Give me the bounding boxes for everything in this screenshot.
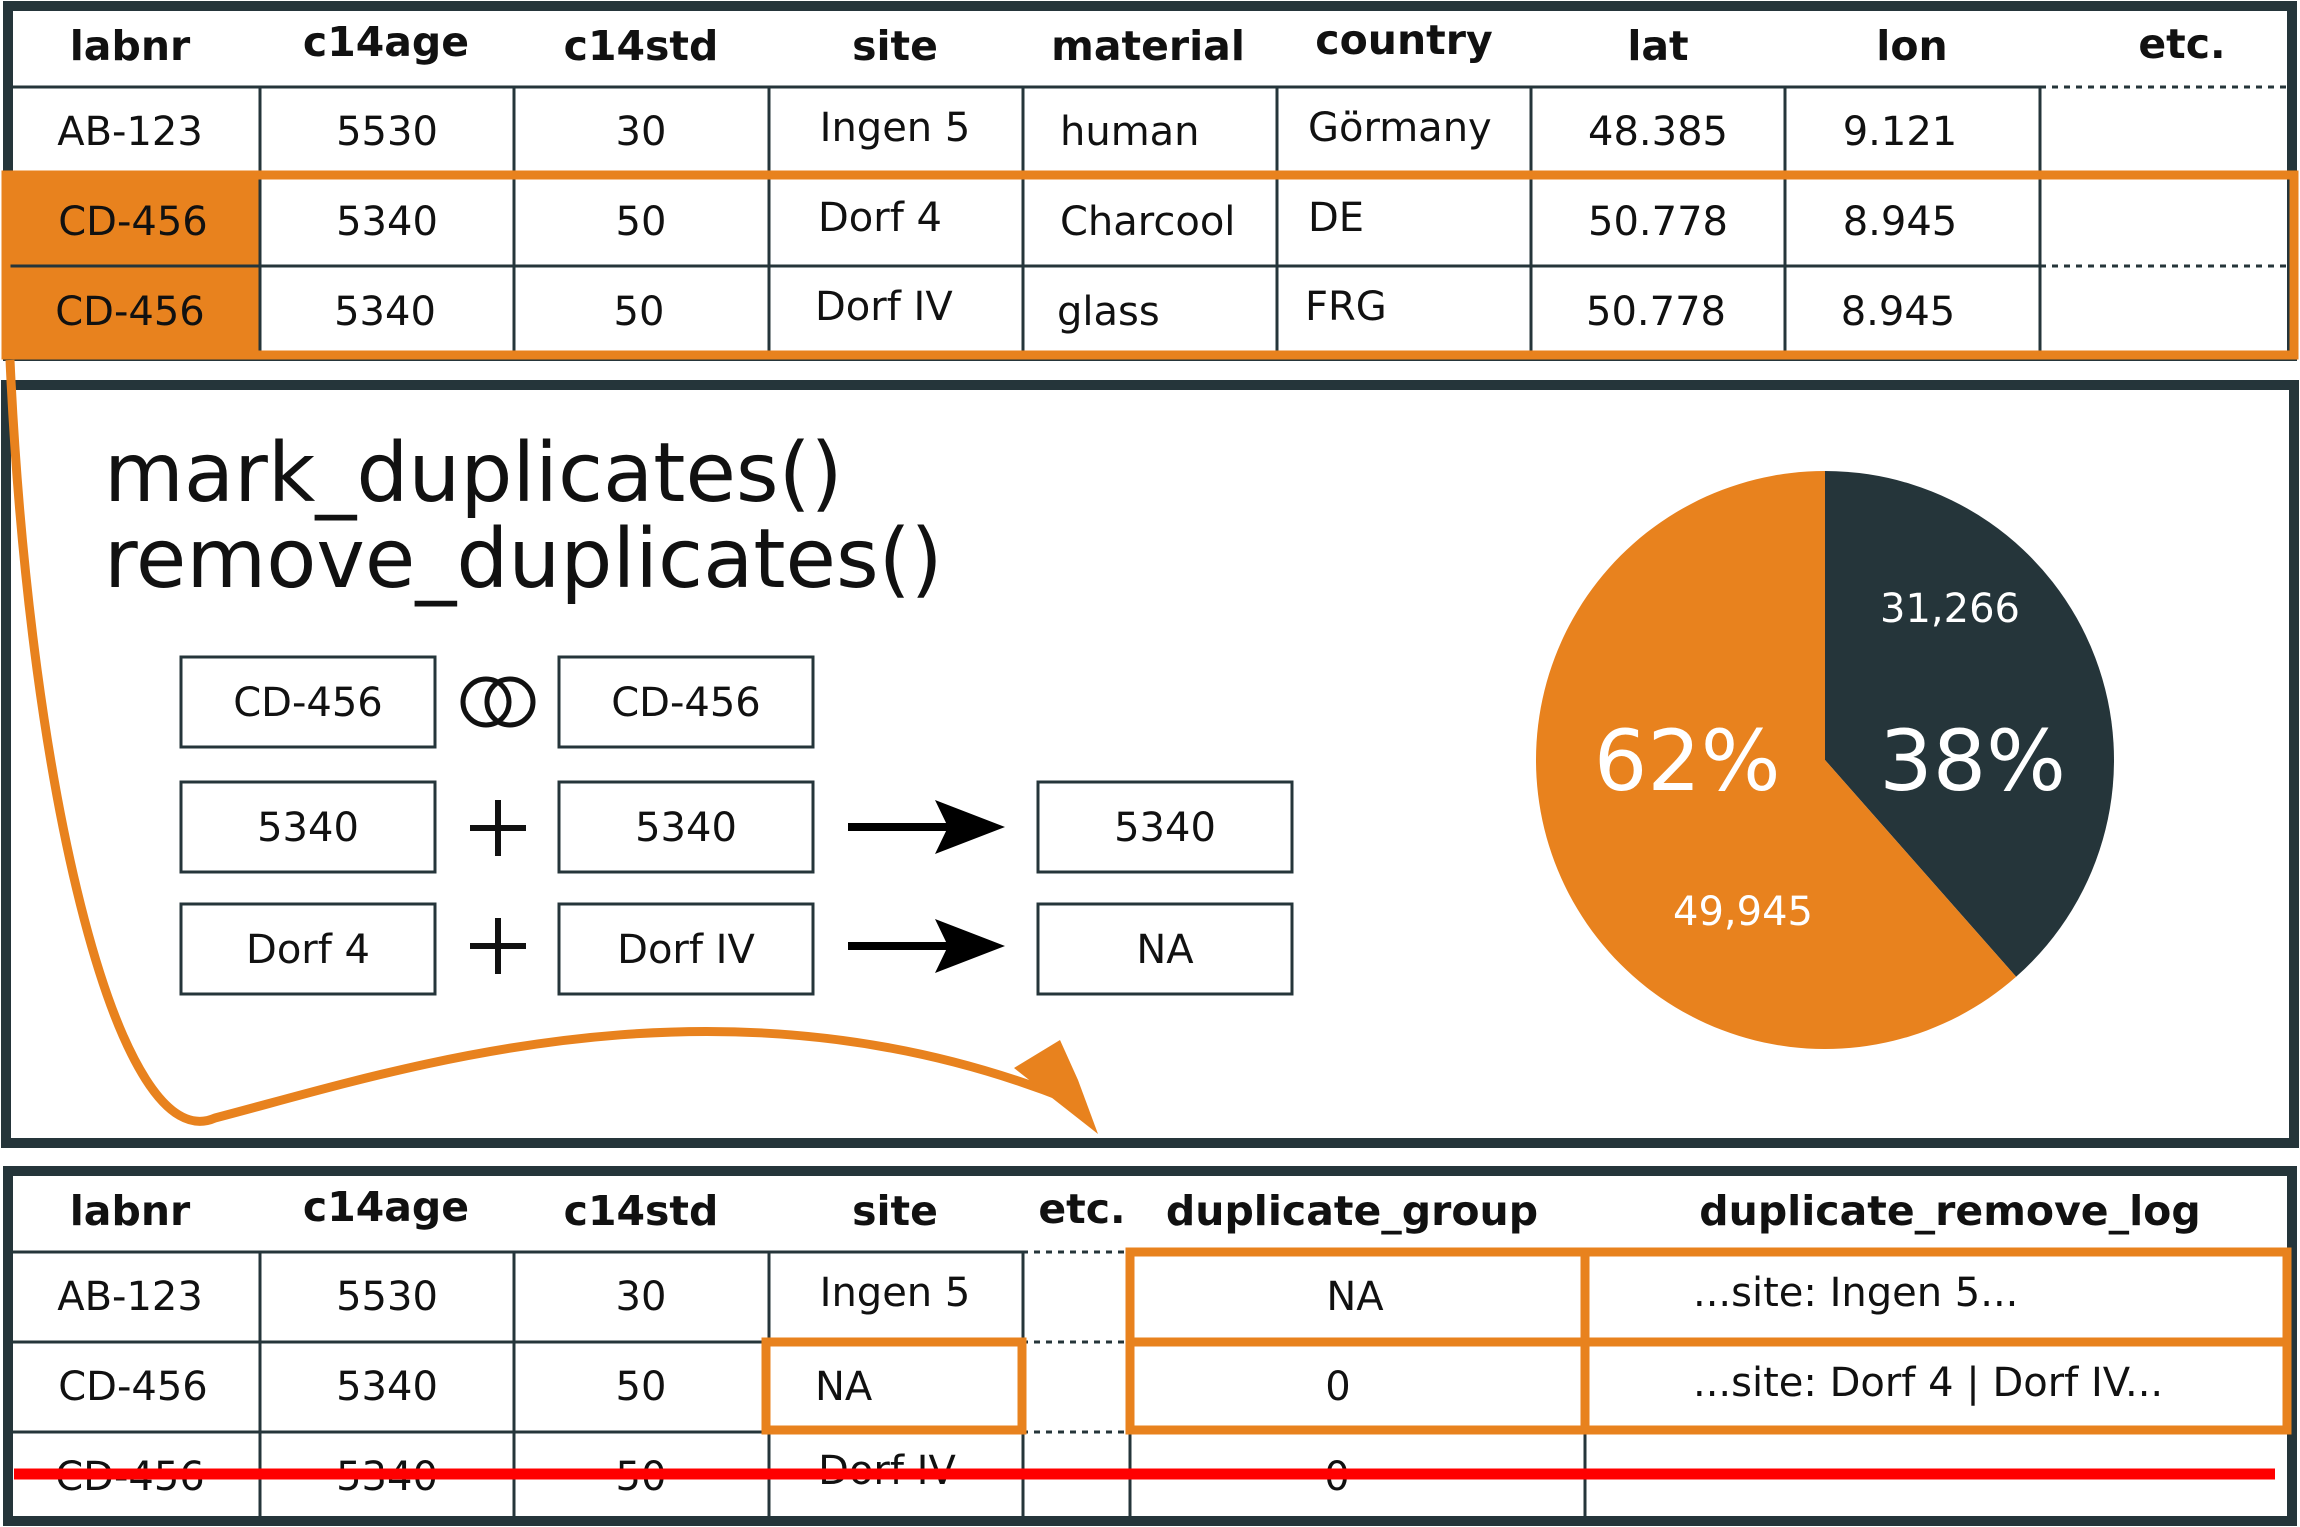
column-header: country bbox=[1315, 16, 1492, 64]
arrow-right-icon bbox=[848, 919, 1005, 973]
table-cell: 30 bbox=[616, 109, 667, 155]
pie-value-label: 31,266 bbox=[1880, 586, 2020, 632]
column-header: duplicate_remove_log bbox=[1699, 1187, 2200, 1235]
bottom-table: labnr c14age c14std site etc. duplicate_… bbox=[3, 1166, 2297, 1526]
compare-right-labnr: CD-456 bbox=[611, 680, 761, 726]
pie-value-label: 49,945 bbox=[1673, 889, 1813, 935]
function-name-remove: remove_duplicates() bbox=[104, 512, 943, 607]
table-cell: Charcool bbox=[1060, 199, 1235, 245]
table-cell: Dorf 4 bbox=[818, 195, 942, 241]
table-cell: CD-456 bbox=[58, 1364, 208, 1410]
pie-slice bbox=[1536, 471, 2017, 1049]
remove-log-cell: ...site: Ingen 5... bbox=[1693, 1270, 2018, 1316]
flow-arrow-head bbox=[1014, 1040, 1098, 1134]
column-header: site bbox=[852, 1187, 938, 1235]
flow-arrow-path bbox=[5, 359, 1072, 1126]
duplicates-pie-chart: 38% 31,266 62% 49,945 bbox=[1536, 471, 2114, 1049]
column-header: labnr bbox=[70, 1187, 191, 1235]
table-cell: Ingen 5 bbox=[820, 105, 971, 151]
column-header: duplicate_group bbox=[1166, 1187, 1538, 1235]
compare-right-age: 5340 bbox=[635, 805, 737, 851]
pie-percent-label: 38% bbox=[1879, 712, 2066, 810]
plus-icon bbox=[470, 918, 526, 974]
table-cell: 8.945 bbox=[1841, 289, 1956, 335]
table-cell: Dorf IV bbox=[815, 284, 953, 330]
table-cell: 30 bbox=[616, 1274, 667, 1320]
table-cell: 8.945 bbox=[1843, 199, 1958, 245]
column-header: c14std bbox=[564, 22, 719, 70]
table-cell: FRG bbox=[1305, 284, 1387, 330]
overlap-rings-icon bbox=[460, 676, 536, 728]
arrow-right-icon bbox=[848, 800, 1005, 854]
function-name-mark: mark_duplicates() bbox=[104, 426, 843, 521]
compare-result-site: NA bbox=[1136, 927, 1194, 973]
duplicate-labnr-highlight bbox=[6, 175, 260, 353]
comparison-boxes bbox=[179, 655, 1294, 996]
pie-slice bbox=[1825, 471, 2114, 977]
column-header: c14age bbox=[303, 1183, 469, 1231]
middle-panel: mark_duplicates() remove_duplicates() CD… bbox=[1, 380, 2299, 1148]
column-header: site bbox=[852, 22, 938, 70]
compare-left-labnr: CD-456 bbox=[233, 680, 383, 726]
table-cell: Görmany bbox=[1308, 105, 1492, 151]
table-cell: glass bbox=[1057, 289, 1160, 335]
column-header: etc. bbox=[2138, 20, 2225, 68]
column-header: etc. bbox=[1038, 1185, 1125, 1233]
flow-arrow bbox=[5, 359, 1098, 1134]
merged-site-cell: NA bbox=[815, 1364, 873, 1410]
table-cell: 50.778 bbox=[1586, 289, 1726, 335]
compare-left-site: Dorf 4 bbox=[246, 927, 370, 973]
compare-left-age: 5340 bbox=[257, 805, 359, 851]
changed-cells-highlight bbox=[761, 1247, 2292, 1435]
column-header: lon bbox=[1876, 22, 1947, 70]
table-cell: CD-456 bbox=[58, 199, 208, 245]
table-cell: Ingen 5 bbox=[820, 1270, 971, 1316]
table-cell: 50.778 bbox=[1588, 199, 1728, 245]
compare-right-site: Dorf IV bbox=[617, 927, 755, 973]
table-cell: 5530 bbox=[336, 109, 438, 155]
table-cell: AB-123 bbox=[57, 109, 203, 155]
column-header: lat bbox=[1627, 22, 1688, 70]
table-cell: 50 bbox=[614, 289, 665, 335]
table-cell: 5340 bbox=[336, 1364, 438, 1410]
column-header: material bbox=[1051, 22, 1245, 70]
column-header: c14age bbox=[303, 18, 469, 66]
pie-percent-label: 62% bbox=[1594, 712, 1781, 810]
top-table: labnr c14age c14std site material countr… bbox=[1, 1, 2299, 361]
table-cell: 50 bbox=[616, 1364, 667, 1410]
table-cell: 5530 bbox=[336, 1274, 438, 1320]
top-table-column-rules bbox=[258, 87, 2042, 353]
table-cell: DE bbox=[1308, 195, 1364, 241]
remove-log-cell: ...site: Dorf 4 | Dorf IV... bbox=[1693, 1360, 2163, 1406]
duplicate-rows-outline bbox=[1, 170, 2299, 360]
plus-icon bbox=[470, 800, 526, 856]
table-cell: 5340 bbox=[336, 199, 438, 245]
table-cell: CD-456 bbox=[55, 289, 205, 335]
table-cell: 9.121 bbox=[1843, 109, 1958, 155]
top-table-frame bbox=[3, 1, 2297, 361]
table-cell: AB-123 bbox=[57, 1274, 203, 1320]
column-header: c14std bbox=[564, 1187, 719, 1235]
compare-result-age: 5340 bbox=[1114, 805, 1216, 851]
table-cell: 5340 bbox=[334, 289, 436, 335]
duplicate-group-cell: NA bbox=[1326, 1274, 1384, 1320]
table-cell: 48.385 bbox=[1588, 109, 1728, 155]
table-cell: 50 bbox=[616, 199, 667, 245]
column-header: labnr bbox=[70, 22, 191, 70]
table-cell: human bbox=[1060, 109, 1200, 155]
duplicate-group-cell: 0 bbox=[1325, 1364, 1350, 1410]
